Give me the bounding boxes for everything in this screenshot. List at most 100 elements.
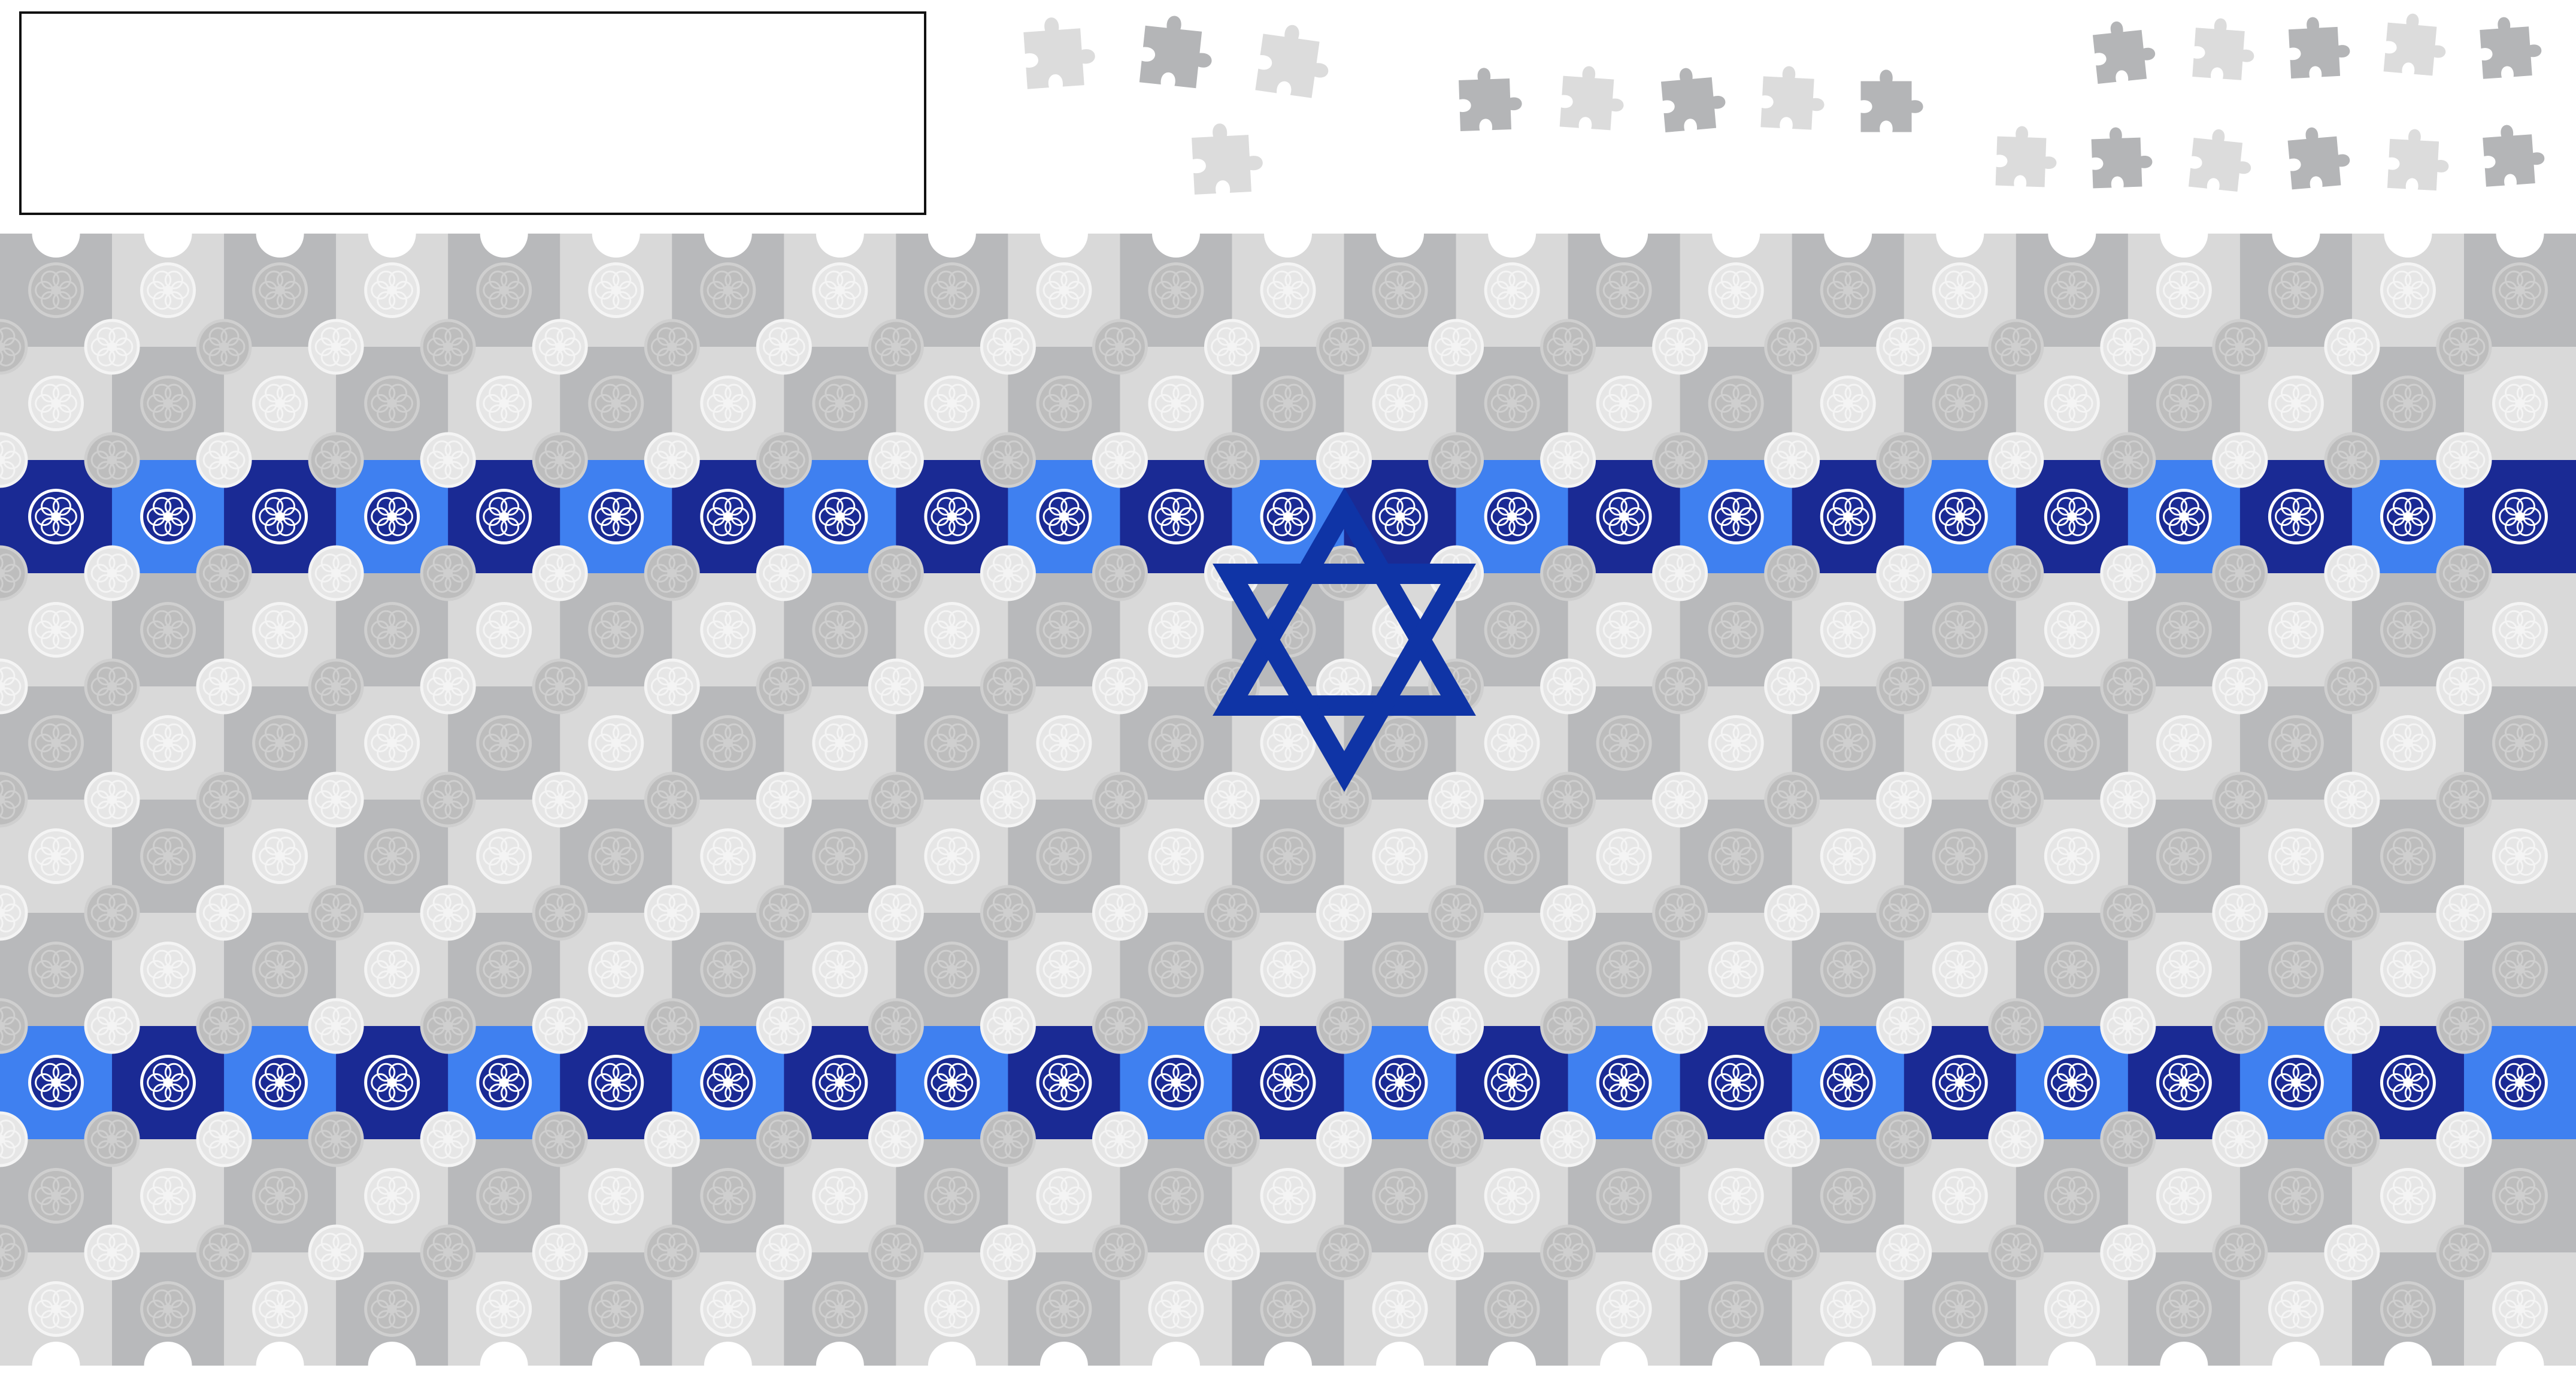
knob — [476, 715, 532, 771]
loose-puzzle-piece[interactable] — [2091, 126, 2153, 189]
loose-puzzle-piece[interactable] — [1458, 66, 1523, 131]
knob — [1932, 1055, 1988, 1110]
board-edge-notch — [2272, 234, 2320, 258]
knob — [1484, 376, 1540, 431]
knob — [1316, 1224, 1372, 1281]
knob — [2212, 432, 2268, 488]
loose-puzzle-piece[interactable] — [2188, 127, 2254, 193]
knob — [1092, 432, 1148, 488]
knob — [1596, 828, 1652, 884]
board-edge-notch — [1824, 234, 1872, 258]
board-edge-notch — [1376, 234, 1425, 258]
knob — [0, 771, 28, 828]
knob — [2324, 545, 2380, 601]
knob — [1708, 828, 1764, 884]
knob — [476, 1281, 532, 1337]
knob — [868, 998, 924, 1054]
knob — [1036, 376, 1092, 431]
loose-puzzle-piece[interactable] — [1023, 14, 1097, 89]
loose-puzzle-piece[interactable] — [1860, 69, 1923, 132]
knob — [924, 942, 980, 997]
loose-puzzle-piece[interactable] — [1255, 21, 1334, 99]
knob — [1876, 1111, 1932, 1167]
knob — [2268, 376, 2324, 431]
knob — [644, 545, 700, 601]
knob — [644, 771, 700, 828]
knob — [252, 1055, 308, 1110]
knob — [420, 885, 476, 941]
knob — [1988, 545, 2044, 601]
knob — [1652, 1224, 1708, 1281]
loose-puzzle-piece[interactable] — [1139, 13, 1216, 90]
knob — [1876, 432, 1932, 488]
knob — [868, 658, 924, 715]
knob — [1540, 319, 1596, 375]
knob — [140, 715, 196, 771]
knob — [2324, 885, 2380, 941]
knob — [812, 1168, 868, 1224]
knob — [1988, 1224, 2044, 1281]
knob — [924, 715, 980, 771]
knob — [196, 1111, 252, 1167]
knob — [1036, 1168, 1092, 1224]
loose-puzzle-piece[interactable] — [2479, 15, 2543, 79]
knob — [2156, 1168, 2212, 1224]
knob — [2268, 942, 2324, 997]
loose-puzzle-piece[interactable] — [1760, 65, 1826, 130]
loose-puzzle-piece[interactable] — [1660, 65, 1728, 133]
knob — [588, 715, 644, 771]
board-edge-notch — [1712, 234, 1760, 258]
loose-puzzle-piece[interactable] — [2092, 18, 2157, 84]
knob — [756, 1224, 812, 1281]
board-edge-notch — [480, 234, 528, 258]
knob — [868, 1111, 924, 1167]
knob — [140, 602, 196, 658]
loose-pieces-tray — [0, 0, 2576, 234]
knob — [2044, 828, 2100, 884]
knob — [588, 1055, 644, 1110]
knob — [1428, 432, 1484, 488]
knob — [2324, 658, 2380, 715]
knob — [196, 432, 252, 488]
knob — [868, 771, 924, 828]
knob — [476, 1055, 532, 1110]
knob — [1092, 545, 1148, 601]
loose-puzzle-piece[interactable] — [1559, 65, 1626, 131]
knob — [644, 432, 700, 488]
knob — [1260, 376, 1316, 431]
knob — [2156, 602, 2212, 658]
board-edge-notch — [1824, 1342, 1872, 1366]
knob — [1988, 885, 2044, 941]
puzzle-board[interactable] — [0, 234, 2576, 1366]
knob — [756, 658, 812, 715]
knob — [84, 658, 140, 715]
knob — [2268, 489, 2324, 544]
loose-puzzle-piece[interactable] — [2288, 16, 2351, 79]
loose-puzzle-piece[interactable] — [2387, 128, 2451, 191]
knob — [1652, 319, 1708, 375]
knob — [1484, 1281, 1540, 1337]
knob — [2268, 602, 2324, 658]
knob — [700, 1055, 756, 1110]
loose-puzzle-piece[interactable] — [2192, 17, 2256, 81]
loose-puzzle-piece[interactable] — [1191, 122, 1264, 195]
knob — [980, 432, 1036, 488]
knob — [196, 545, 252, 601]
loose-puzzle-piece[interactable] — [2287, 125, 2352, 190]
knob — [2436, 658, 2492, 715]
knob — [252, 715, 308, 771]
knob — [2212, 1224, 2268, 1281]
loose-puzzle-piece[interactable] — [2383, 11, 2449, 77]
knob — [2100, 319, 2156, 375]
knob — [2156, 489, 2212, 544]
knob — [1204, 1111, 1260, 1167]
loose-puzzle-piece[interactable] — [1995, 125, 2058, 187]
knob — [700, 715, 756, 771]
knob — [1372, 376, 1428, 431]
star-of-david-icon — [1213, 487, 1476, 792]
knob — [2492, 602, 2548, 658]
knob — [140, 1055, 196, 1110]
knob — [1260, 1168, 1316, 1224]
board-edge-notch — [2384, 234, 2432, 258]
loose-puzzle-piece[interactable] — [2482, 123, 2546, 187]
